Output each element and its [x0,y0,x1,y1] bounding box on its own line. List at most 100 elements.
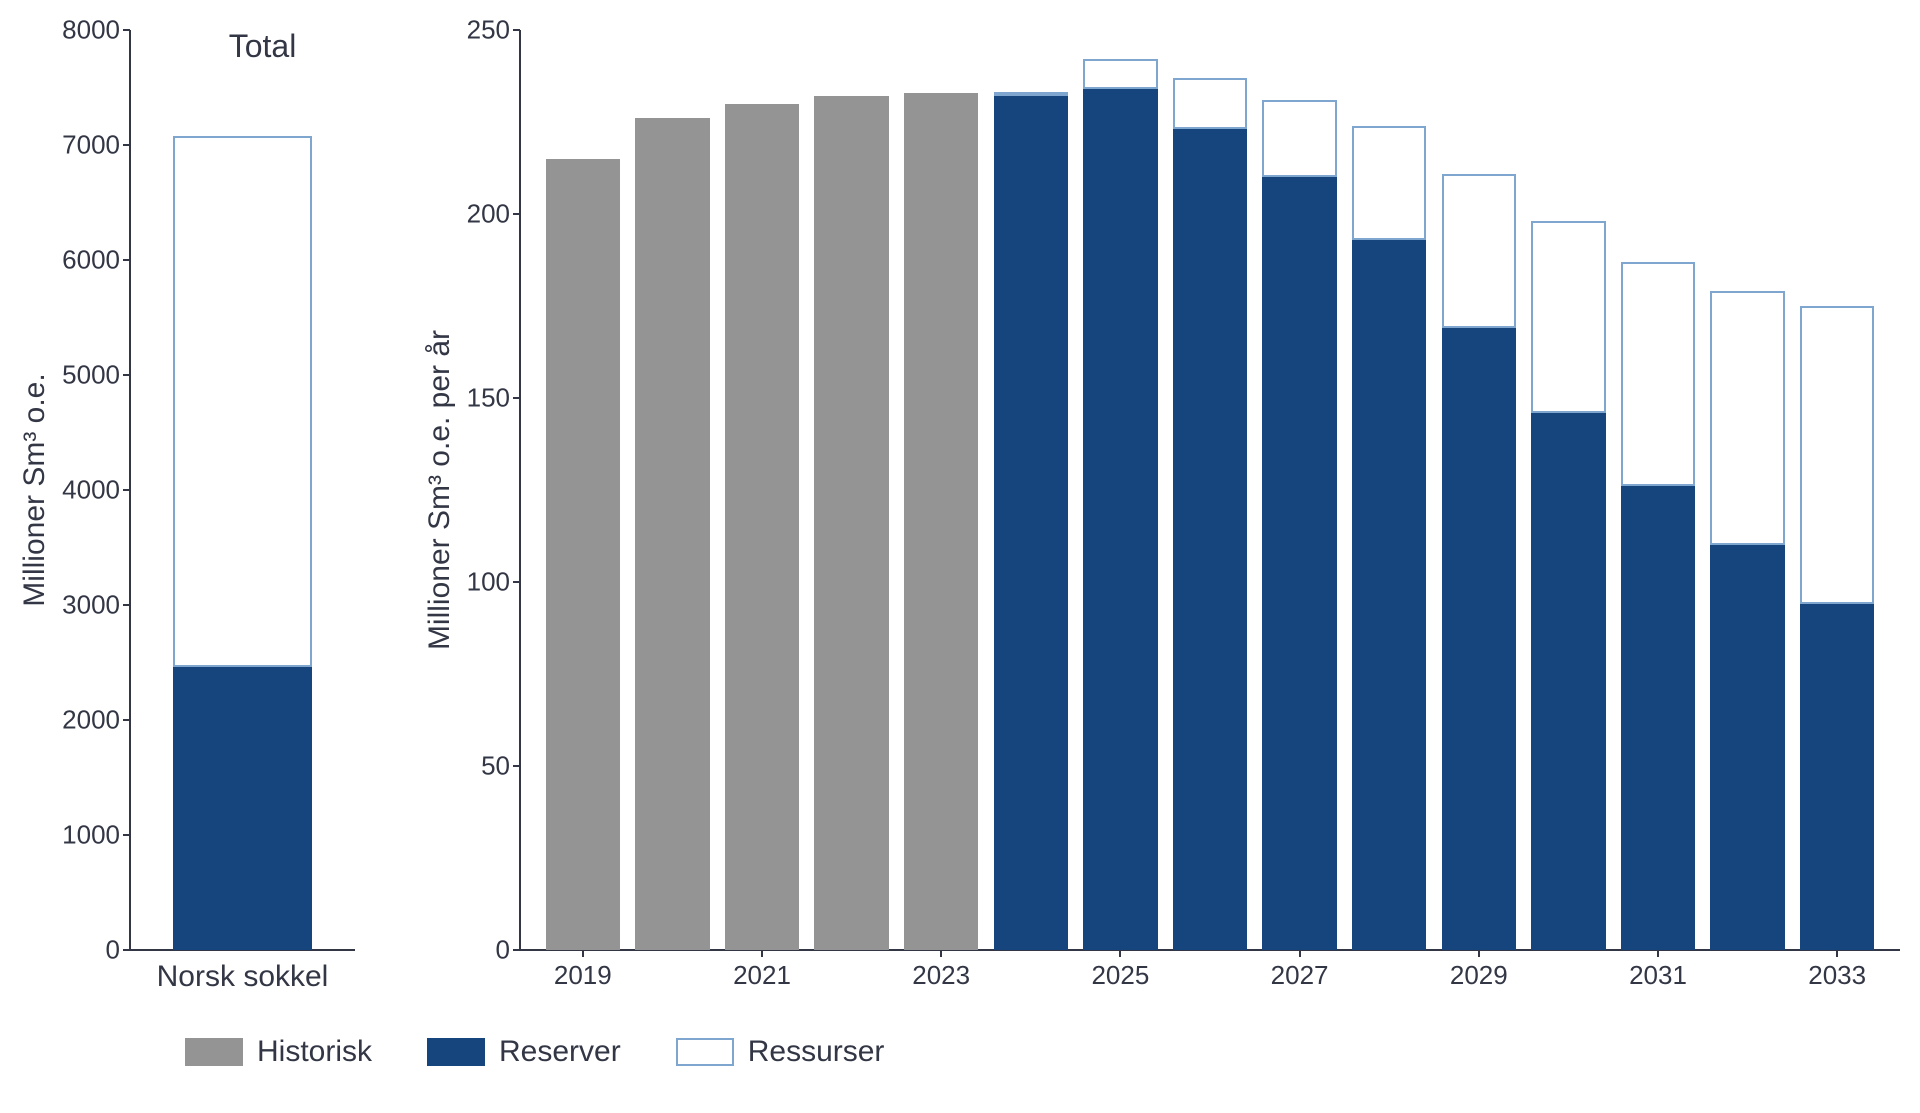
y-tick-label: 50 [481,751,510,782]
bar-segment-reserver [1352,240,1426,950]
bar-group [1262,100,1336,950]
bar-segment-ressurser [1442,174,1516,329]
bar-segment-ressurser [1173,78,1247,130]
legend-swatch-ressurser [676,1038,734,1066]
bar-group [904,93,978,950]
y-tick-label: 5000 [62,360,120,391]
bar-group [1621,262,1695,950]
y-tick-label: 0 [496,935,510,966]
bar-group [1531,221,1605,950]
y-tick-label: 0 [106,935,120,966]
bar-segment-reserver [1621,486,1695,950]
y-tick-mark [123,144,130,146]
y-tick-label: 7000 [62,130,120,161]
x-tick-mark [761,950,763,957]
y-tick-label: 200 [467,199,510,230]
chart-total-title: Total [229,28,297,65]
legend-swatch-historisk [185,1038,243,1066]
x-tick-label: 2029 [1450,960,1508,991]
bar-group [1710,291,1784,950]
legend-label: Reserver [499,1035,621,1069]
bar-segment-historisk [725,104,799,950]
y-axis-line [519,30,521,950]
x-tick-mark [940,950,942,957]
bar-segment-reserver [1800,604,1874,950]
x-category-label: Norsk sokkel [157,960,329,994]
y-tick-mark [513,949,520,951]
y-tick-mark [123,259,130,261]
legend: Historisk Reserver Ressurser [185,1035,884,1069]
bar-group [546,159,620,950]
y-tick-mark [123,489,130,491]
legend-swatch-reserver [427,1038,485,1066]
bar-group [725,104,799,950]
bar-group [994,92,1068,950]
y-tick-mark [123,604,130,606]
bar-segment-historisk [814,96,888,950]
x-tick-label: 2021 [733,960,791,991]
y-tick-mark [123,949,130,951]
x-tick-mark [1299,950,1301,957]
bar-segment-reserver [1442,328,1516,950]
y-tick-label: 1000 [62,820,120,851]
bar-segment-reserver [1710,545,1784,950]
bar-segment-reserver [1173,129,1247,950]
y-tick-mark [513,213,520,215]
x-tick-mark [1119,950,1121,957]
bar-group [1800,306,1874,950]
y-tick-label: 3000 [62,590,120,621]
bar-segment-historisk [635,118,709,950]
x-tick-label: 2031 [1629,960,1687,991]
bar-group [814,96,888,950]
y-tick-label: 4000 [62,475,120,506]
bar-segment-reserver [1083,89,1157,950]
x-tick-mark [1657,950,1659,957]
legend-item-ressurser: Ressurser [676,1035,885,1069]
chart-total: 010002000300040005000600070008000Million… [130,30,355,950]
y-tick-mark [513,397,520,399]
bar-segment-reserver [1531,413,1605,950]
bar-segment-ressurser [1710,291,1784,545]
bar-segment-ressurser [1531,221,1605,412]
x-tick-label: 2025 [1091,960,1149,991]
bar-group [635,118,709,950]
bar-group [1083,59,1157,950]
bar-segment-ressurser [1262,100,1336,177]
x-tick-label: 2023 [912,960,970,991]
y-tick-mark [513,765,520,767]
bar-segment-reserver [994,96,1068,950]
x-tick-mark [582,950,584,957]
x-tick-mark [1478,950,1480,957]
x-tick-label: 2027 [1271,960,1329,991]
bar-segment-ressurser [1083,59,1157,88]
legend-item-reserver: Reserver [427,1035,621,1069]
y-tick-label: 8000 [62,15,120,46]
bar-group [1173,78,1247,950]
bar-segment-reserver [1262,177,1336,950]
bar-segment-ressurser [173,136,313,667]
bar-segment-historisk [904,93,978,950]
x-tick-mark [1836,950,1838,957]
y-tick-mark [513,581,520,583]
bar-segment-ressurser [1800,306,1874,604]
bar-group [173,136,313,950]
legend-item-historisk: Historisk [185,1035,372,1069]
y-tick-mark [123,374,130,376]
y-tick-label: 150 [467,383,510,414]
y-tick-mark [123,29,130,31]
bar-group [1352,126,1426,950]
x-tick-label: 2019 [554,960,612,991]
bar-group [1442,174,1516,950]
y-tick-label: 2000 [62,705,120,736]
y-tick-mark [513,29,520,31]
bar-segment-ressurser [1352,126,1426,240]
y-tick-label: 6000 [62,245,120,276]
y-axis-title: Millioner Sm³ o.e. [18,373,52,606]
chart-yearly: 050100150200250Millioner Sm³ o.e. per år… [520,30,1900,950]
y-axis-title: Millioner Sm³ o.e. per år [423,330,457,650]
legend-label: Ressurser [748,1035,885,1069]
x-tick-label: 2033 [1808,960,1866,991]
y-tick-mark [123,719,130,721]
page-root: 010002000300040005000600070008000Million… [0,0,1920,1113]
bar-segment-ressurser [1621,262,1695,486]
